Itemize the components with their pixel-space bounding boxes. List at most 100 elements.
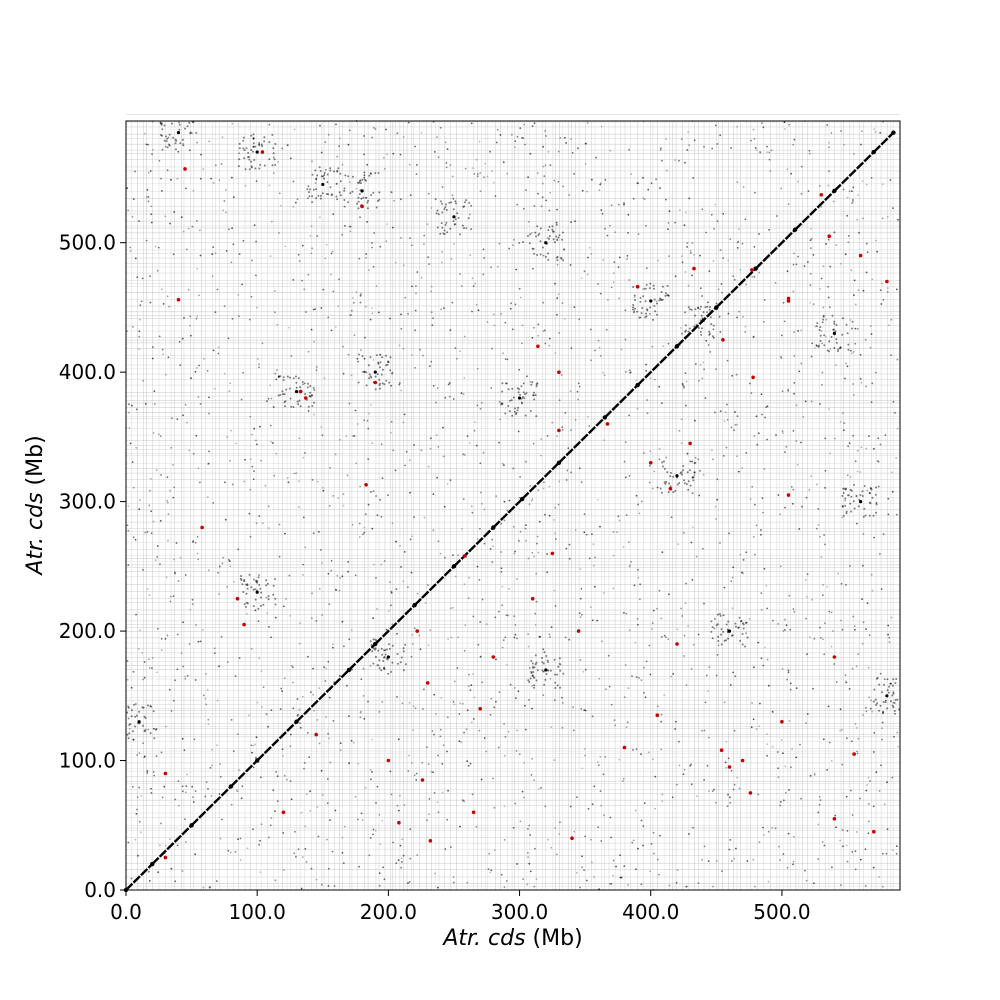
cluster-point: [284, 400, 287, 403]
match-point: [178, 121, 180, 124]
match-point: [311, 160, 313, 163]
match-point: [134, 170, 136, 173]
match-point: [493, 324, 496, 327]
match-point: [463, 731, 465, 734]
match-point: [568, 194, 571, 196]
match-point: [413, 516, 415, 518]
match-point: [514, 802, 517, 805]
cluster-point: [452, 220, 455, 223]
match-point: [751, 275, 754, 278]
match-point: [751, 702, 753, 704]
match-point: [640, 819, 643, 822]
match-point: [329, 819, 331, 821]
match-point: [150, 510, 153, 513]
match-point: [475, 158, 478, 161]
match-point: [166, 634, 169, 637]
cluster-anchor-point: [544, 668, 548, 672]
cluster-point: [387, 360, 390, 363]
match-point: [650, 628, 653, 630]
match-point: [637, 233, 640, 236]
match-point: [625, 371, 627, 373]
cluster-point: [247, 151, 250, 154]
cluster-point: [548, 225, 551, 228]
match-point: [548, 337, 551, 340]
match-point: [599, 790, 602, 793]
match-point: [172, 496, 175, 499]
match-point: [734, 424, 737, 426]
match-point: [528, 824, 530, 827]
cluster-point: [529, 677, 532, 680]
match-point: [771, 826, 773, 829]
match-point: [251, 465, 254, 468]
match-point: [805, 879, 808, 882]
match-point: [437, 754, 439, 757]
match-point: [876, 250, 879, 253]
match-point: [830, 611, 833, 614]
cluster-point: [845, 323, 848, 326]
match-point: [345, 435, 348, 438]
match-point: [468, 673, 470, 676]
match-point: [854, 342, 857, 345]
highlight-point: [471, 810, 476, 815]
match-point: [160, 288, 163, 291]
match-point: [324, 141, 327, 144]
match-point: [275, 771, 277, 773]
cluster-point: [720, 643, 723, 646]
match-point: [471, 310, 473, 313]
match-point: [250, 295, 253, 298]
match-point: [619, 876, 622, 879]
match-point: [436, 387, 439, 389]
match-point: [736, 125, 738, 128]
cluster-point: [662, 460, 665, 463]
match-point: [266, 612, 268, 614]
cluster-point: [514, 413, 517, 416]
cluster-point: [509, 399, 511, 402]
match-point: [138, 648, 140, 650]
match-point: [868, 696, 870, 699]
match-point: [261, 342, 264, 345]
match-point: [330, 273, 332, 276]
match-point: [363, 717, 366, 720]
cluster-point: [439, 200, 442, 203]
cluster-point: [152, 710, 155, 713]
match-point: [307, 197, 309, 200]
match-point: [296, 198, 299, 201]
match-point: [855, 726, 858, 729]
match-point: [690, 763, 692, 766]
match-point: [338, 278, 340, 281]
cluster-point: [715, 302, 718, 305]
match-point: [693, 139, 696, 142]
match-point: [600, 804, 603, 807]
cluster-point: [742, 623, 745, 626]
match-point: [518, 368, 520, 371]
match-point: [881, 738, 883, 741]
match-point: [421, 761, 424, 764]
match-point: [640, 679, 643, 682]
match-point: [804, 579, 807, 581]
match-point: [142, 678, 144, 681]
cluster-point: [687, 488, 690, 491]
match-point: [529, 380, 532, 383]
highlight-point: [303, 396, 308, 400]
match-point: [524, 527, 527, 530]
cluster-point: [313, 401, 316, 404]
cluster-point: [815, 325, 818, 328]
match-point: [622, 780, 624, 782]
match-point: [313, 340, 315, 343]
match-point: [183, 749, 186, 752]
cluster-point: [454, 218, 457, 221]
match-point: [534, 612, 537, 615]
cluster-point: [301, 381, 304, 383]
match-point: [701, 377, 704, 380]
match-point: [698, 379, 700, 382]
cluster-point: [465, 199, 467, 202]
match-point: [126, 660, 129, 662]
match-point: [707, 736, 710, 739]
cluster-point: [892, 678, 895, 681]
match-point: [371, 246, 373, 249]
match-point: [316, 235, 319, 238]
match-point: [542, 301, 545, 304]
match-point: [442, 426, 444, 429]
match-point: [360, 710, 362, 713]
cluster-point: [879, 704, 882, 707]
